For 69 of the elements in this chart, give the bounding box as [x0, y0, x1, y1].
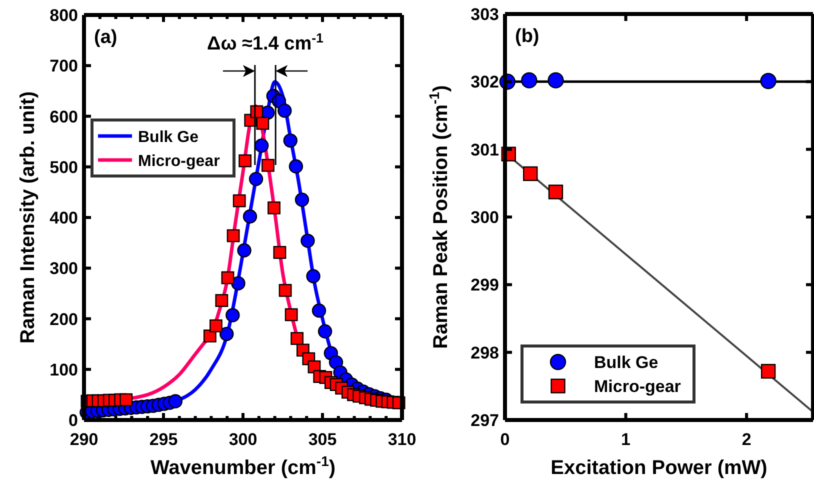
- point: [254, 138, 269, 153]
- point: [231, 276, 246, 290]
- x-tick-label: 290: [70, 430, 98, 449]
- y-tick-label: 200: [50, 310, 78, 329]
- point: [232, 194, 246, 208]
- legend-label: Bulk Ge: [594, 353, 658, 372]
- point: [548, 72, 564, 88]
- y-tick-label: 400: [50, 208, 78, 228]
- point: [312, 304, 326, 318]
- y-tick-label: 299: [470, 276, 499, 295]
- point: [278, 284, 292, 297]
- point: [290, 332, 304, 345]
- point: [262, 158, 274, 172]
- x-tick-label: 1: [621, 430, 631, 449]
- point: [760, 72, 776, 90]
- point: [548, 184, 564, 200]
- y-tick-label: 303: [470, 5, 499, 24]
- point: [220, 326, 234, 342]
- y-tick-label: 300: [470, 208, 499, 227]
- x-tick-label: 295: [149, 430, 178, 449]
- point: [268, 201, 280, 214]
- annotation: Δω ≈1.4 cm$^{-1}$: [207, 30, 324, 55]
- legend-label: Micro-gear: [138, 153, 220, 170]
- point: [238, 154, 252, 168]
- x-tick-label: 305: [308, 430, 337, 449]
- y-tick-label: 100: [50, 360, 78, 380]
- point: [283, 133, 298, 148]
- point: [242, 209, 258, 224]
- y-tick-label: 300: [50, 259, 78, 278]
- point: [248, 172, 264, 186]
- y-tick-label: 500: [50, 158, 78, 177]
- point: [226, 229, 240, 242]
- y-tick-label: 800: [50, 6, 78, 25]
- point: [760, 364, 776, 379]
- point: [273, 246, 286, 259]
- annotation: (a): [94, 27, 118, 48]
- x-tick-label: 2: [742, 430, 752, 449]
- y-tick-label: 298: [470, 343, 499, 362]
- point: [288, 159, 304, 174]
- point: [523, 166, 538, 182]
- point: [521, 72, 538, 88]
- point: [237, 243, 252, 258]
- x-tick-label: 300: [228, 430, 258, 449]
- point: [300, 234, 315, 248]
- x-axis-title: Excitation Power (mW): [550, 457, 768, 479]
- point: [278, 104, 292, 118]
- y-tick-label: 0: [68, 411, 78, 430]
- y-tick-label: 297: [470, 411, 499, 430]
- x-tick-label: 310: [388, 430, 416, 449]
- y-tick-label: 302: [470, 72, 499, 92]
- y-tick-label: 600: [50, 107, 78, 126]
- point: [318, 324, 332, 339]
- point: [215, 294, 228, 307]
- point: [210, 319, 222, 332]
- point: [120, 393, 133, 406]
- point: [284, 308, 298, 322]
- point: [256, 116, 270, 130]
- point: [168, 394, 183, 408]
- y-tick-label: 301: [470, 140, 499, 160]
- annotation: (b): [515, 26, 540, 47]
- point: [221, 271, 234, 284]
- y-tick-label: 700: [50, 56, 78, 76]
- legend-label: Micro-gear: [594, 377, 682, 396]
- x-axis-title: Wavenumber (cm$^{-1}$): [150, 453, 336, 479]
- legend-label: Bulk Ge: [138, 129, 199, 146]
- point: [226, 308, 240, 322]
- point: [294, 192, 310, 207]
- y-axis-title: Raman Intensity (arb. unit): [17, 91, 39, 344]
- point: [306, 269, 320, 284]
